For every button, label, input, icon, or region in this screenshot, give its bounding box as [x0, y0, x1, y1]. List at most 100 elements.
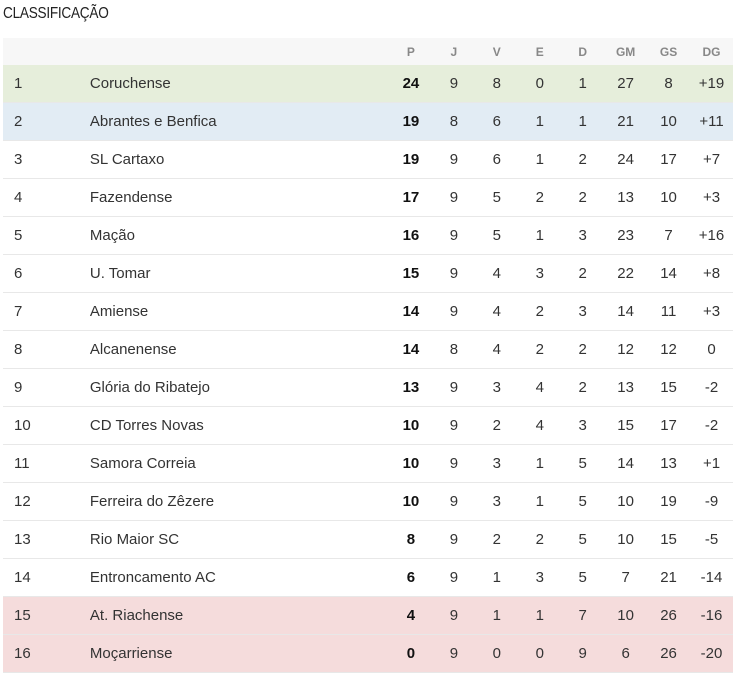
team-name: Ferreira do Zêzere [89, 493, 215, 510]
draws: 1 [535, 493, 544, 510]
wins: 4 [492, 265, 501, 282]
goal-difference: -5 [704, 531, 719, 548]
points: 8 [406, 531, 416, 548]
table-header: P J V E D GM GS DG [3, 38, 733, 65]
position: 4 [14, 189, 23, 206]
draws: 3 [535, 569, 544, 586]
losses: 3 [578, 417, 587, 434]
position: 6 [14, 265, 23, 282]
table-row[interactable]: 9 Glória do Ribatejo 13 9 3 4 2 13 15 -2 [3, 369, 733, 407]
goals-against: 11 [660, 303, 677, 320]
position: 8 [14, 341, 23, 358]
goals-for: 23 [617, 227, 634, 244]
table-row[interactable]: 16 Moçarriense 0 9 0 0 9 6 26 -20 [3, 635, 733, 673]
goal-difference: +1 [702, 455, 721, 472]
draws: 1 [535, 227, 544, 244]
table-row[interactable]: 3 SL Cartaxo 19 9 6 1 2 24 17 +7 [3, 141, 733, 179]
team-name: Glória do Ribatejo [89, 379, 210, 396]
draws: 4 [535, 379, 544, 396]
table-row[interactable]: 11 Samora Correia 10 9 3 1 5 14 13 +1 [3, 445, 733, 483]
table-row[interactable]: 7 Amiense 14 9 4 2 3 14 11 +3 [3, 293, 733, 331]
points: 19 [402, 151, 420, 168]
table-row[interactable]: 8 Alcanenense 14 8 4 2 2 12 12 0 [3, 331, 733, 369]
draws: 2 [535, 341, 544, 358]
wins: 1 [492, 569, 501, 586]
losses: 1 [578, 113, 587, 130]
losses: 2 [578, 189, 587, 206]
wins: 6 [492, 151, 501, 168]
losses: 3 [578, 227, 587, 244]
col-gs: GS [659, 44, 678, 59]
wins: 3 [492, 493, 501, 510]
losses: 5 [578, 493, 587, 510]
table-row[interactable]: 13 Rio Maior SC 8 9 2 2 5 10 15 -5 [3, 521, 733, 559]
table-row[interactable]: 4 Fazendense 17 9 5 2 2 13 10 +3 [3, 179, 733, 217]
losses: 2 [578, 341, 587, 358]
goals-against: 26 [660, 607, 677, 624]
table-row[interactable]: 1 Coruchense 24 9 8 0 1 27 8 +19 [3, 65, 733, 103]
draws: 4 [535, 417, 544, 434]
played: 9 [449, 493, 459, 510]
goal-difference: -2 [704, 379, 719, 396]
goals-against: 26 [660, 645, 677, 662]
points: 14 [402, 341, 420, 358]
table-row[interactable]: 14 Entroncamento AC 6 9 1 3 5 7 21 -14 [3, 559, 733, 597]
played: 8 [449, 113, 459, 130]
goals-against: 10 [660, 113, 677, 130]
team-name: Entroncamento AC [89, 569, 216, 586]
table-row[interactable]: 15 At. Riachense 4 9 1 1 7 10 26 -16 [3, 597, 733, 635]
points: 17 [402, 189, 420, 206]
draws: 3 [535, 265, 544, 282]
losses: 2 [578, 151, 587, 168]
points: 0 [406, 645, 416, 662]
goals-against: 13 [660, 455, 677, 472]
goals-against: 8 [664, 75, 673, 92]
goals-for: 7 [621, 569, 630, 586]
played: 9 [449, 455, 459, 472]
draws: 1 [535, 607, 544, 624]
goal-difference: +3 [702, 189, 721, 206]
points: 14 [402, 303, 420, 320]
position: 10 [14, 417, 31, 434]
col-d: D [578, 44, 588, 59]
losses: 7 [578, 607, 587, 624]
goals-for: 14 [617, 303, 634, 320]
col-dg: DG [702, 44, 721, 59]
wins: 2 [492, 531, 501, 548]
played: 9 [449, 531, 459, 548]
position: 16 [14, 645, 31, 662]
table-row[interactable]: 12 Ferreira do Zêzere 10 9 3 1 5 10 19 -9 [3, 483, 733, 521]
goal-difference: -16 [700, 607, 723, 624]
wins: 5 [492, 189, 501, 206]
draws: 2 [535, 303, 544, 320]
page-title: CLASSIFICAÇÃO [3, 5, 109, 22]
draws: 0 [535, 75, 544, 92]
points: 19 [402, 113, 420, 130]
goals-against: 19 [660, 493, 677, 510]
goals-for: 10 [617, 493, 634, 510]
goals-for: 10 [617, 531, 634, 548]
table-row[interactable]: 2 Abrantes e Benfica 19 8 6 1 1 21 10 +11 [3, 103, 733, 141]
points: 4 [406, 607, 416, 624]
position: 1 [14, 75, 23, 92]
col-gm: GM [615, 44, 636, 59]
goals-for: 14 [617, 455, 634, 472]
standings-table: P J V E D GM GS DG 1 Coruchense 24 9 8 0 1 27 8 +… [3, 38, 733, 673]
draws: 1 [535, 113, 544, 130]
losses: 5 [578, 531, 587, 548]
position: 14 [14, 569, 31, 586]
goal-difference: +11 [699, 113, 724, 130]
played: 9 [449, 607, 459, 624]
losses: 2 [578, 265, 587, 282]
points: 6 [406, 569, 416, 586]
played: 9 [449, 645, 459, 662]
table-row[interactable]: 10 CD Torres Novas 10 9 2 4 3 15 17 -2 [3, 407, 733, 445]
goals-against: 12 [660, 341, 677, 358]
played: 9 [449, 379, 459, 396]
goal-difference: +19 [698, 75, 725, 92]
goals-for: 22 [617, 265, 634, 282]
draws: 1 [535, 455, 544, 472]
table-row[interactable]: 6 U. Tomar 15 9 4 3 2 22 14 +8 [3, 255, 733, 293]
table-row[interactable]: 5 Mação 16 9 5 1 3 23 7 +16 [3, 217, 733, 255]
wins: 8 [492, 75, 501, 92]
